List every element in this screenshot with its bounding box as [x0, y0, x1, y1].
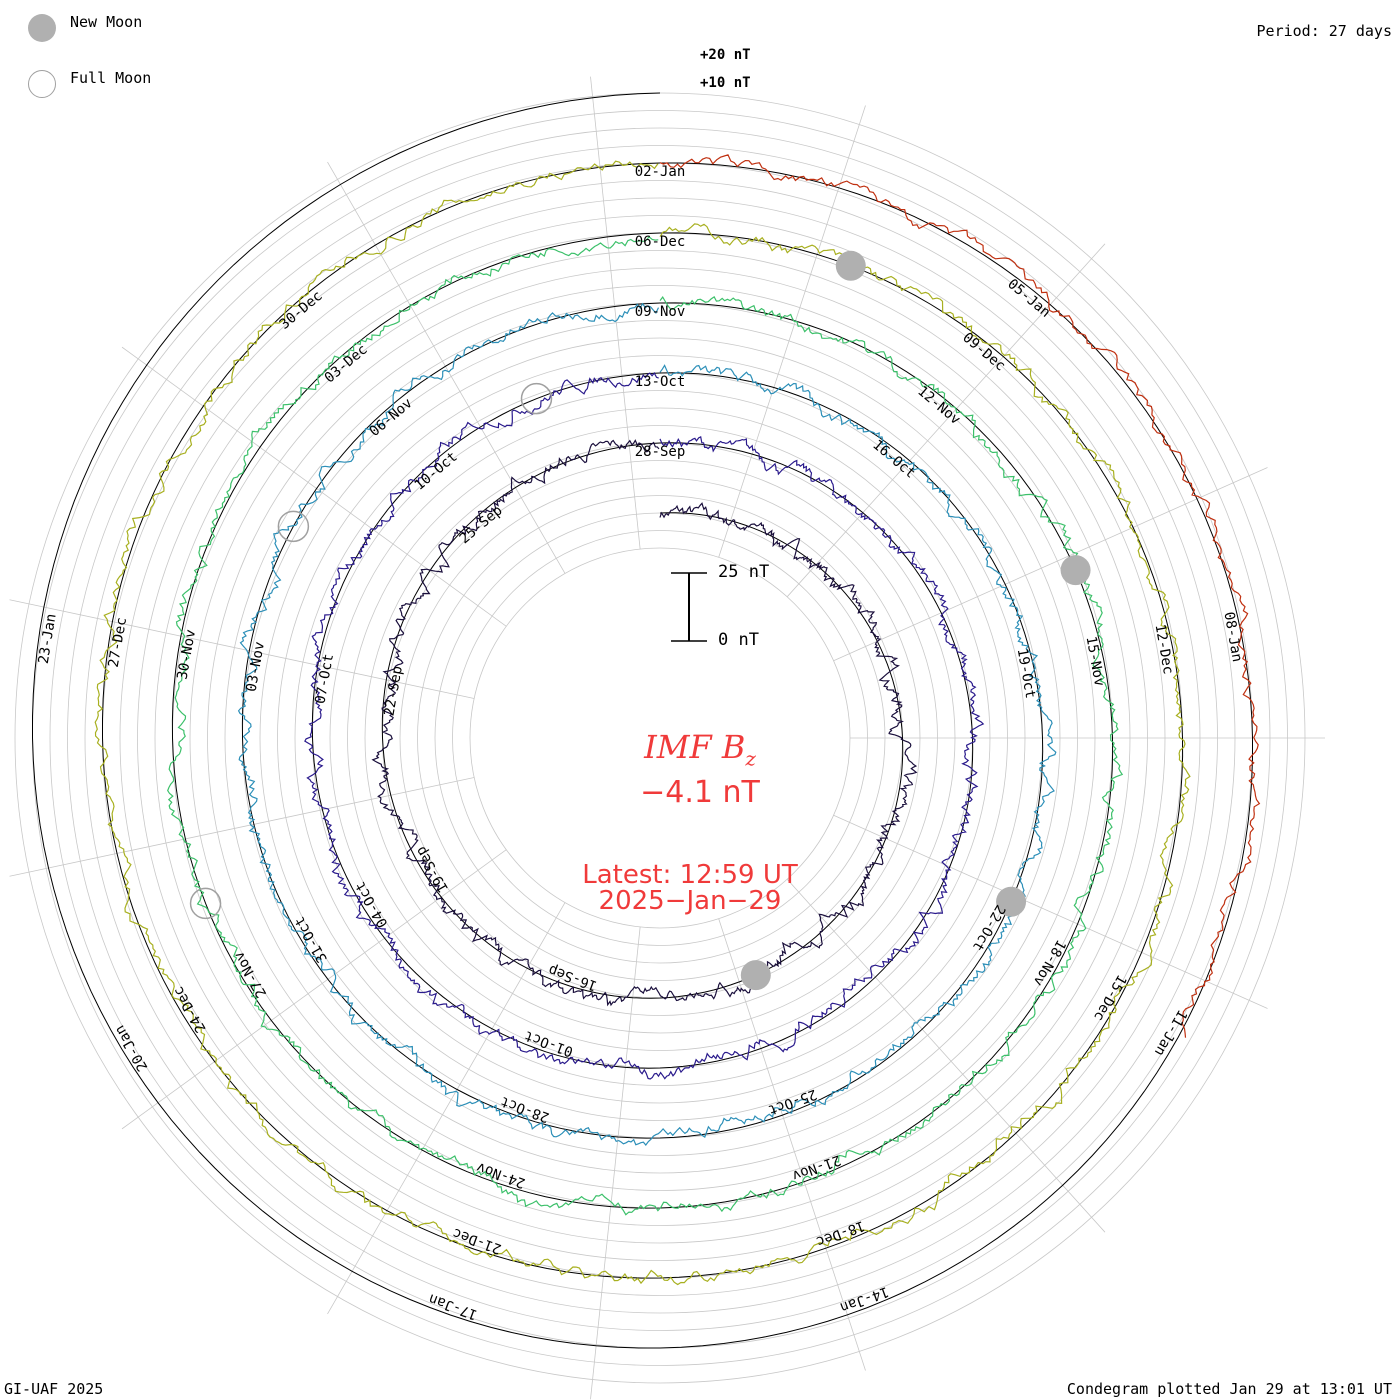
ring-label-plus10: +10 nT — [700, 75, 751, 91]
spoke — [718, 105, 866, 558]
new-moon-marker — [996, 886, 1027, 917]
scale-top-label: 25 nT — [718, 562, 770, 582]
new-moon-icon — [28, 14, 56, 42]
zero-reference-rings — [32, 92, 1253, 1349]
date-label: 24-Dec — [170, 983, 209, 1035]
new-moon-label: New Moon — [70, 13, 143, 31]
scale-bottom-label: 0 nT — [718, 630, 759, 650]
date-label: 25-Sep — [457, 502, 506, 547]
date-label: 24-Nov — [474, 1159, 527, 1191]
date-label: 05-Jan — [1004, 276, 1053, 321]
ring-label-plus20: +20 nT — [700, 47, 751, 63]
spoke — [786, 243, 1106, 598]
new-moon-marker — [740, 960, 771, 991]
latest-time: Latest: 12:59 UT — [582, 860, 798, 890]
current-value: −4.1 nT — [640, 775, 760, 810]
full-moon-marker — [277, 510, 310, 543]
date-label: 25-Oct — [766, 1086, 819, 1118]
trace-rotation-4 — [167, 235, 1124, 1216]
zero-reference-spiral — [32, 92, 1253, 1349]
spoke — [833, 467, 1268, 662]
full-moon-marker — [189, 887, 222, 920]
date-label: 18-Dec — [814, 1217, 867, 1249]
parameter-name: IMF B — [644, 728, 746, 766]
latest-date: 2025−Jan−29 — [598, 886, 782, 916]
date-label: 09-Dec — [959, 330, 1008, 375]
date-label: 01-Oct — [522, 1027, 575, 1059]
trace-rotation-3 — [237, 302, 1057, 1146]
date-label: 09-Nov — [635, 304, 686, 320]
date-label: 14-Jan — [838, 1283, 891, 1315]
date-label: 10-Oct — [412, 449, 461, 494]
date-label: 28-Oct — [498, 1093, 551, 1125]
spoke — [9, 599, 475, 699]
footer-plot-time: Condegram plotted Jan 29 at 13:01 UT — [1066, 1380, 1392, 1398]
date-label: 02-Jan — [635, 164, 686, 180]
date-label: 07-Oct — [312, 653, 337, 706]
data-traces — [94, 154, 1261, 1286]
full-moon-label: Full Moon — [70, 69, 152, 87]
spoke — [718, 918, 866, 1371]
parameter-title: IMF Bz — [560, 728, 840, 770]
date-label: 28-Sep — [635, 444, 686, 460]
spoke — [786, 878, 1106, 1233]
date-label: 06-Dec — [635, 234, 686, 250]
date-label: 03-Nov — [244, 640, 269, 693]
date-label: 04-Oct — [352, 878, 391, 930]
full-moon-icon — [28, 70, 56, 98]
spoke — [121, 346, 507, 627]
date-label: 30-Nov — [175, 628, 200, 681]
date-label: 13-Oct — [635, 374, 686, 390]
date-label: 12-Dec — [1152, 623, 1177, 676]
new-moon-marker — [835, 250, 866, 281]
radial-spokes — [9, 76, 1325, 1400]
spoke — [833, 814, 1268, 1009]
footer-credit: GI-UAF 2025 — [4, 1380, 104, 1398]
spoke — [590, 76, 641, 550]
scale-bar — [671, 572, 707, 642]
trace-rotation-6 — [659, 154, 1261, 1038]
date-label: 30-Dec — [277, 288, 326, 333]
spoke — [9, 777, 475, 877]
trace-rotation-5 — [94, 160, 1191, 1286]
date-label: 12-Nov — [914, 383, 963, 428]
date-label: 17-Jan — [427, 1290, 480, 1322]
spoke — [121, 849, 507, 1130]
date-label: 20-Jan — [112, 1022, 151, 1074]
spoke — [327, 161, 566, 574]
date-label: 31-Oct — [292, 913, 331, 965]
date-label: 08-Jan — [1220, 611, 1245, 664]
date-label: 27-Dec — [106, 616, 131, 669]
trace-rotation-2 — [304, 372, 985, 1080]
spoke — [327, 902, 566, 1315]
new-moon-marker — [1060, 555, 1091, 586]
date-label: 06-Nov — [367, 395, 416, 440]
date-label: 21-Dec — [451, 1224, 504, 1256]
trace-rotation-1 — [371, 439, 918, 1007]
moon-markers — [189, 250, 1091, 991]
date-label: 27-Nov — [231, 948, 270, 1000]
date-label: 19-Sep — [413, 843, 452, 895]
period-label: Period: 27 days — [1256, 22, 1392, 40]
date-label: 23-Jan — [36, 613, 60, 665]
full-moon-marker — [520, 382, 553, 415]
parameter-subscript: z — [745, 746, 756, 771]
spoke — [590, 926, 641, 1400]
date-label: 15-Nov — [1083, 635, 1108, 688]
